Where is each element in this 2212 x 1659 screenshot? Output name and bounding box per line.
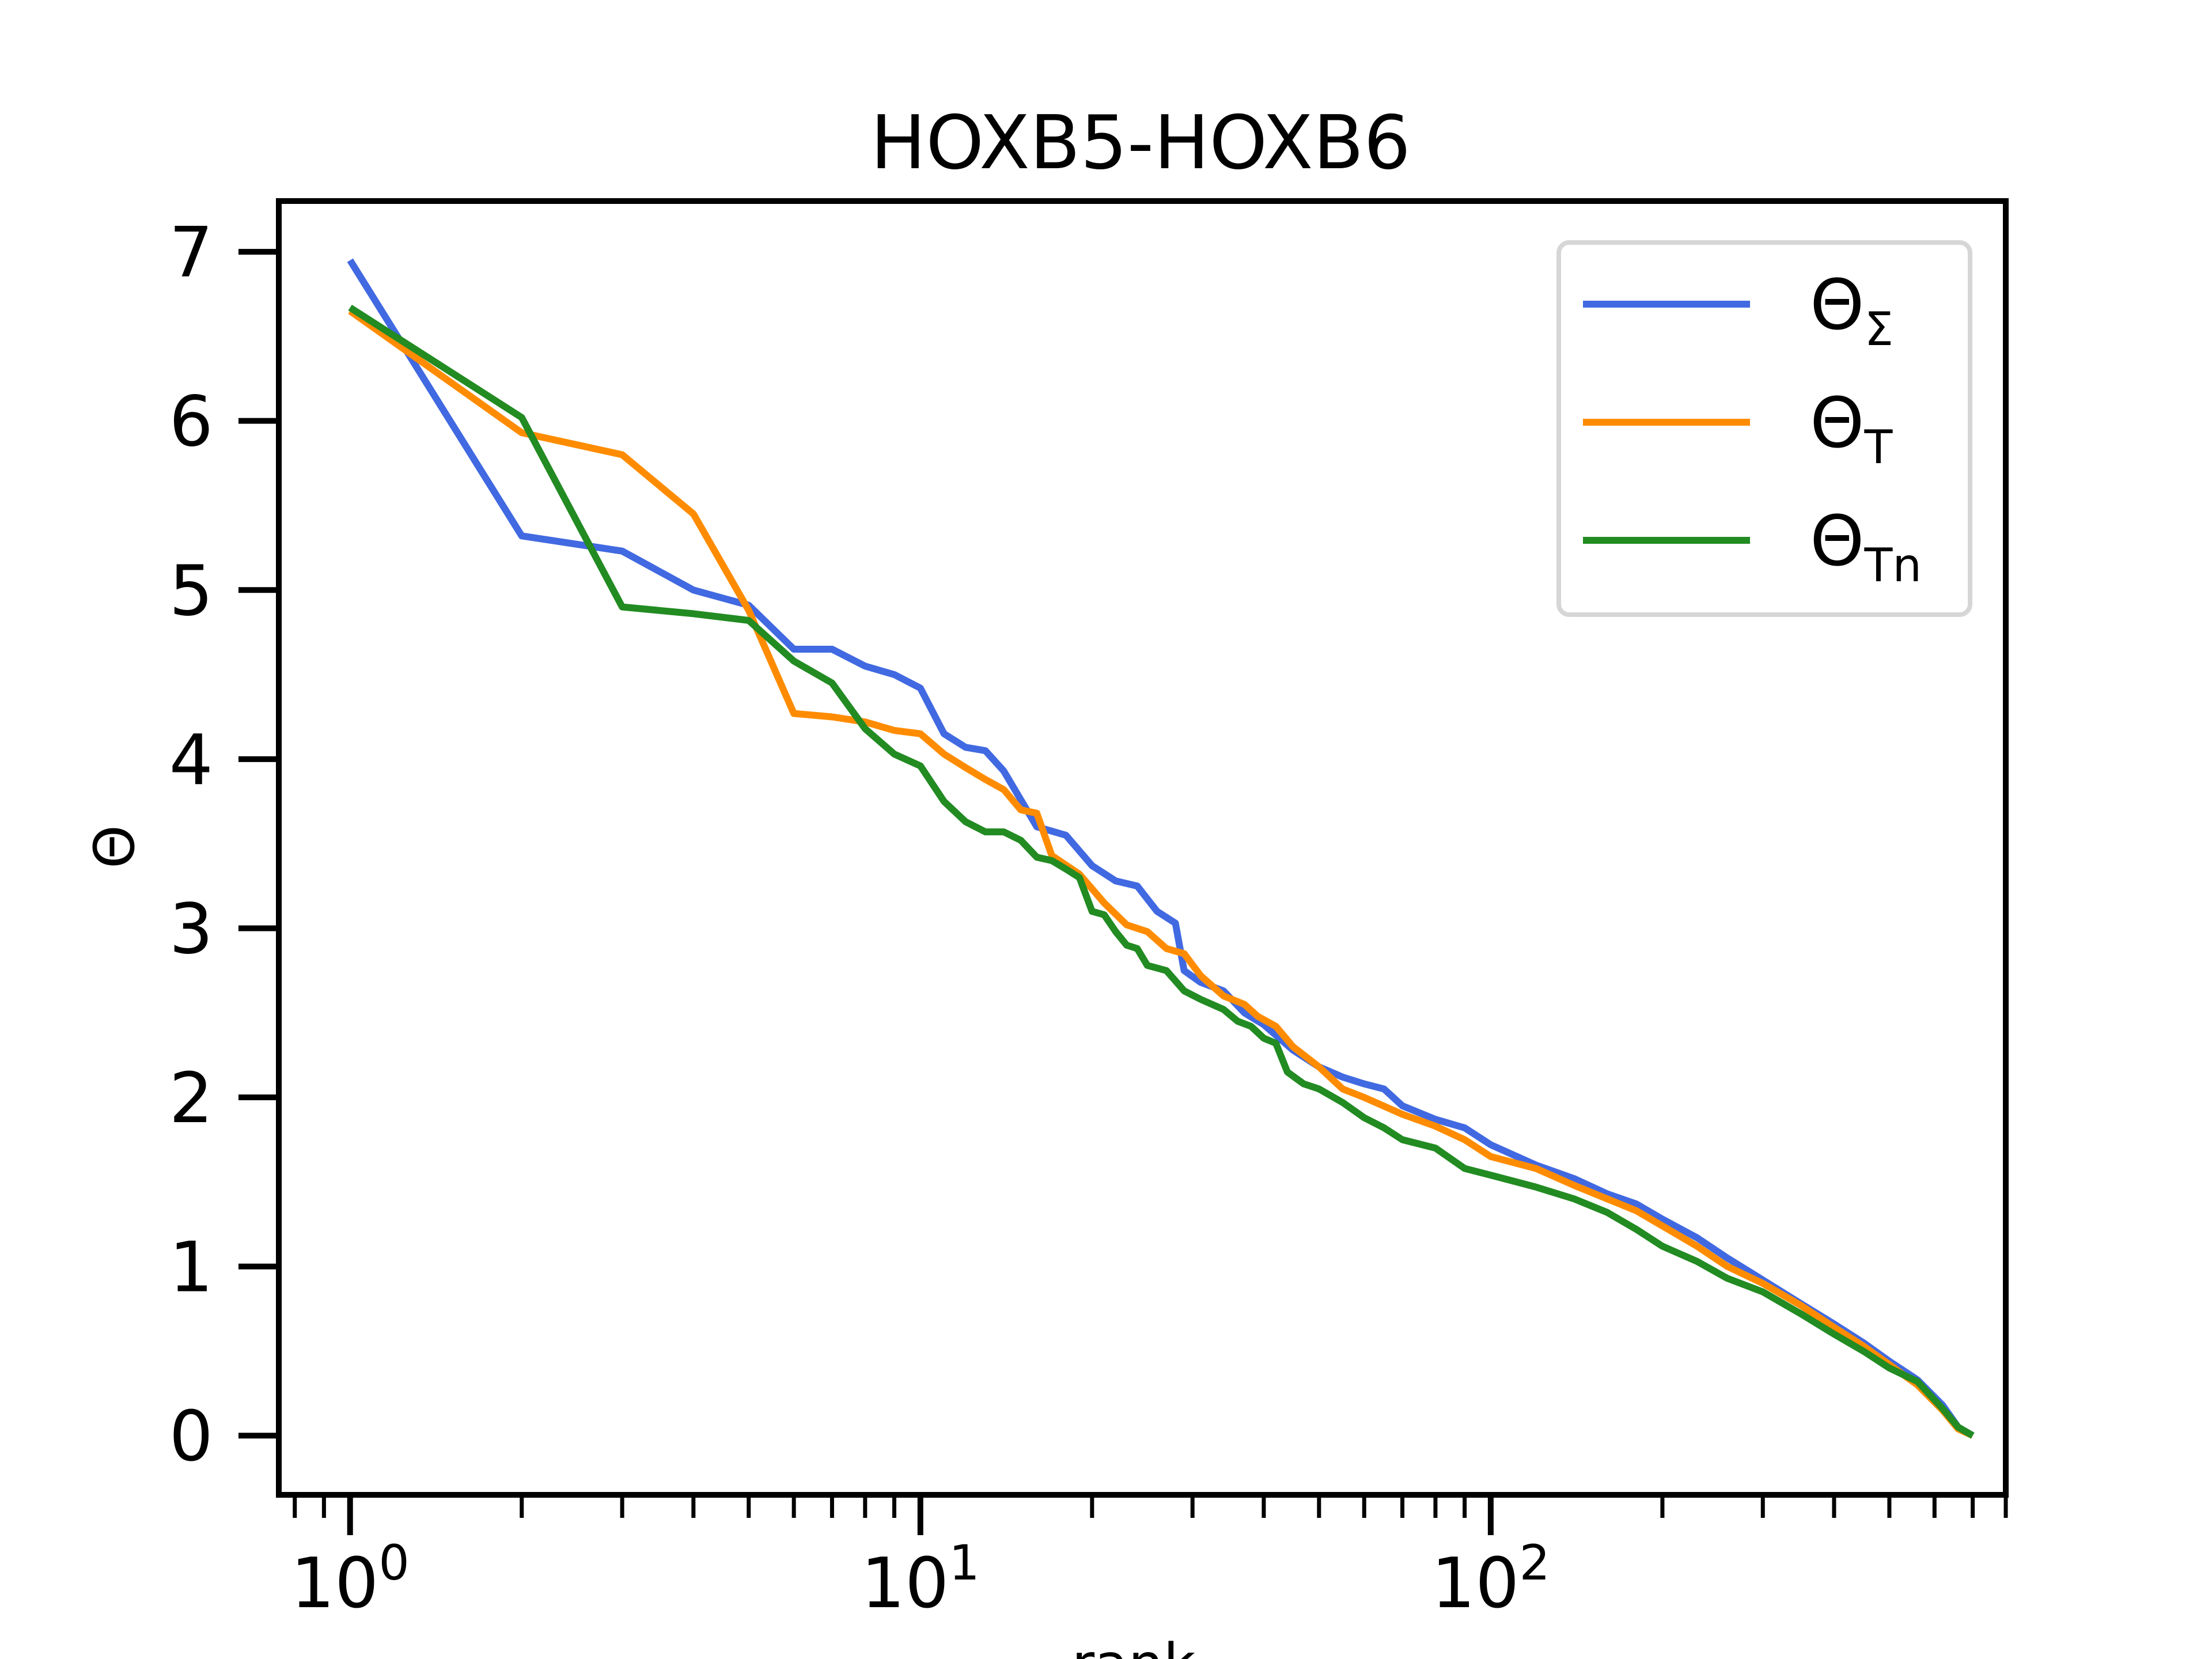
y-axis: 0 1 2 3 4 5 6 7 bbox=[169, 213, 279, 1477]
y-tick-label: 7 bbox=[169, 213, 213, 293]
series-line-t bbox=[348, 308, 1975, 1439]
y-tick-label: 3 bbox=[169, 889, 213, 969]
y-tick-label: 4 bbox=[169, 721, 213, 801]
y-tick-label: 0 bbox=[169, 1397, 213, 1477]
x-tick-label: 101 bbox=[861, 1535, 980, 1624]
y-tick-label: 1 bbox=[169, 1228, 213, 1308]
series-line-σ bbox=[347, 258, 1975, 1439]
series-layer bbox=[347, 258, 1975, 1439]
legend: ΘΣ ΘT ΘTn bbox=[1556, 240, 1972, 617]
legend-label: ΘT bbox=[1810, 384, 1893, 474]
y-tick-label: 6 bbox=[169, 382, 213, 463]
legend-label: ΘΣ bbox=[1810, 266, 1893, 356]
plot-frame bbox=[276, 198, 2009, 1498]
x-tick-label: 100 bbox=[291, 1535, 410, 1624]
x-axis-label: rank bbox=[1072, 1632, 1196, 1659]
y-tick-label: 5 bbox=[169, 551, 213, 631]
x-tick-label: 102 bbox=[1431, 1535, 1550, 1624]
legend-label: ΘTn bbox=[1810, 502, 1922, 592]
y-axis-label: Θ bbox=[82, 825, 147, 869]
legend-box bbox=[1556, 240, 1972, 617]
chart-title: HOXB5-HOXB6 bbox=[870, 100, 1411, 186]
y-tick-label: 2 bbox=[169, 1059, 213, 1139]
series-line-tn bbox=[348, 304, 1975, 1439]
x-axis: 100 101 102 bbox=[291, 1495, 2008, 1624]
